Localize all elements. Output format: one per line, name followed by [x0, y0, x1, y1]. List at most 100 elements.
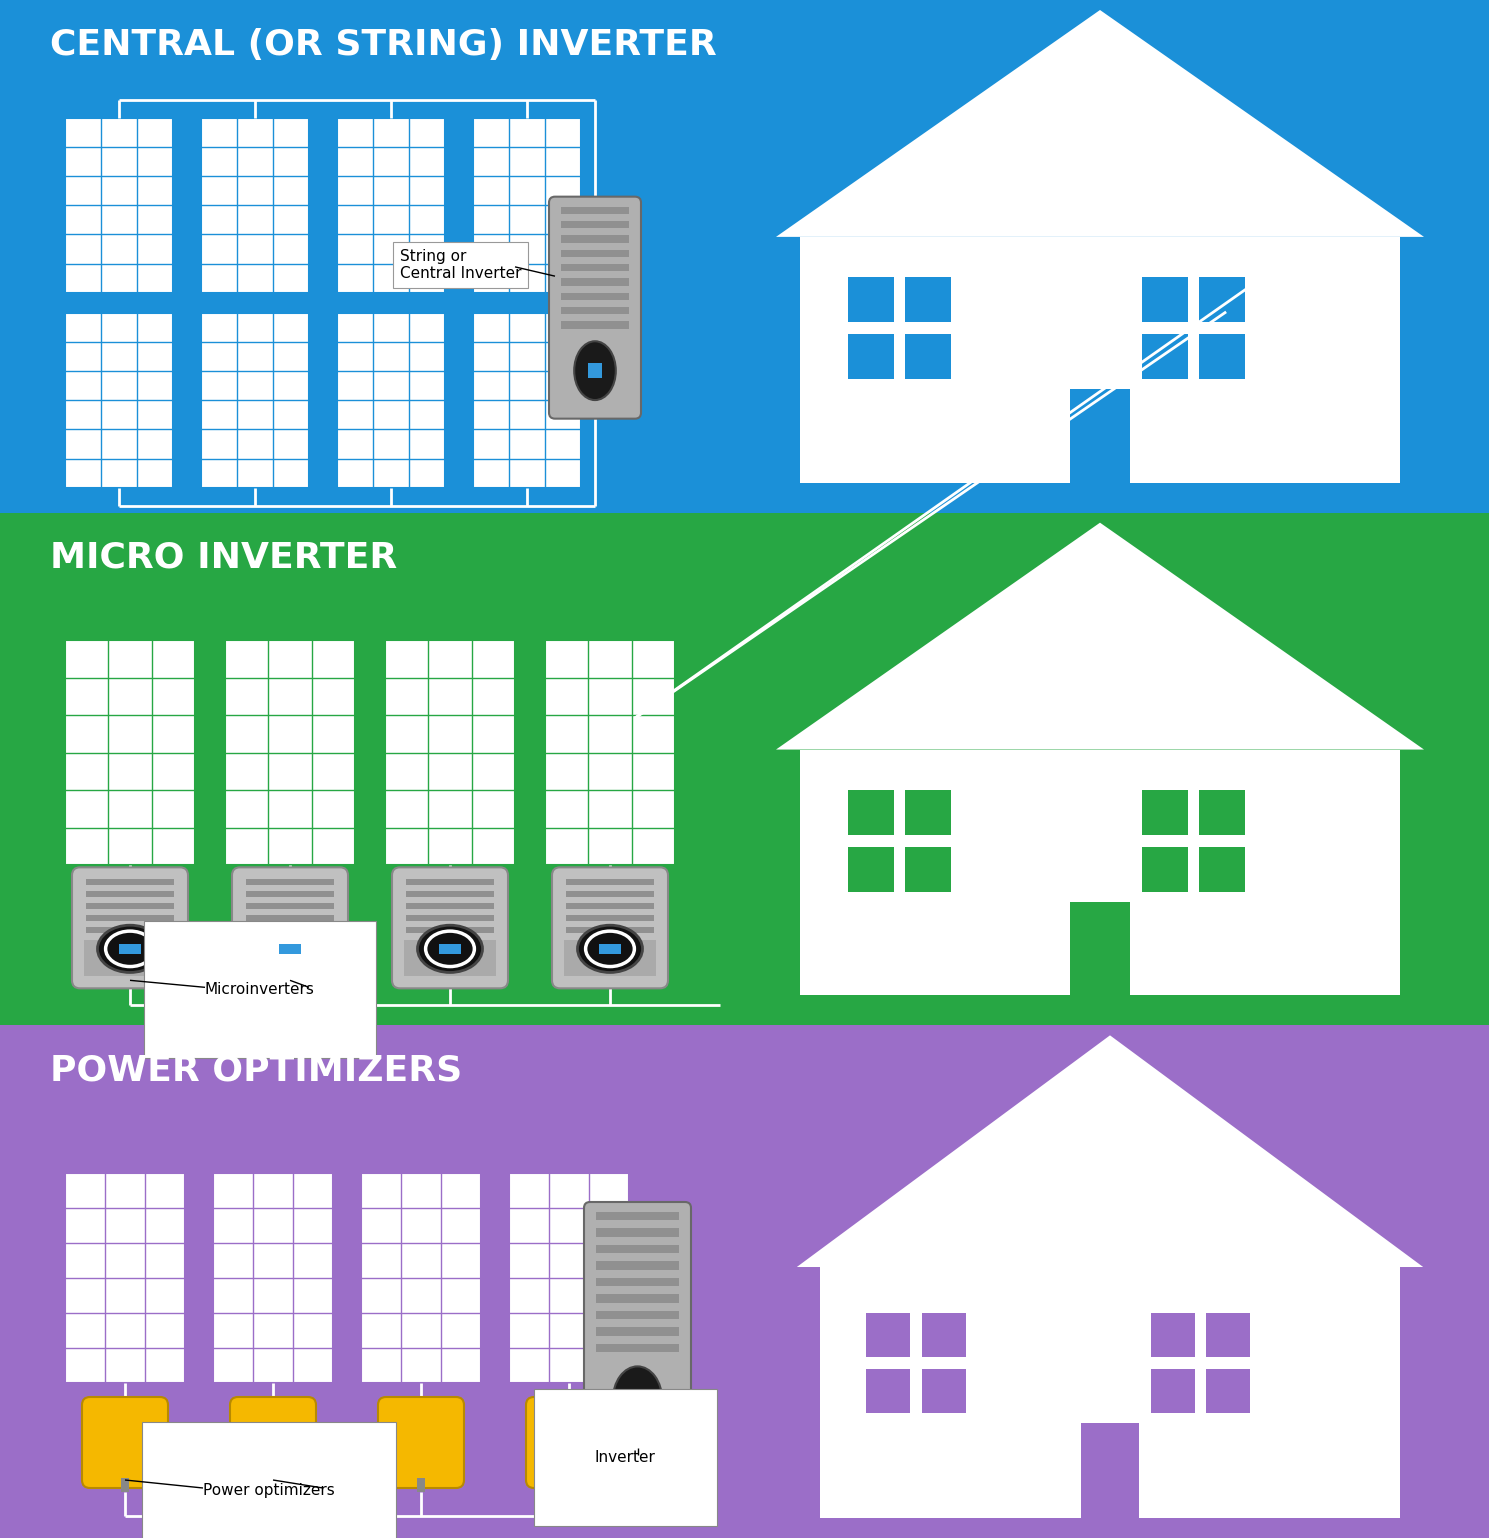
Bar [566, 927, 654, 934]
Bar [66, 1173, 185, 1383]
FancyBboxPatch shape [526, 1397, 612, 1487]
Bar [596, 1278, 679, 1286]
Bar [596, 1261, 679, 1270]
Bar [337, 312, 445, 488]
FancyBboxPatch shape [552, 867, 669, 989]
Bar [561, 321, 628, 329]
Bar [213, 1173, 334, 1383]
Bar [922, 1313, 965, 1358]
Text: POWER OPTIMIZERS: POWER OPTIMIZERS [51, 1054, 462, 1087]
Bar [474, 312, 581, 488]
Bar [246, 927, 334, 934]
Bar [849, 277, 893, 323]
Bar [1142, 789, 1188, 835]
FancyBboxPatch shape [392, 867, 508, 989]
Bar [905, 334, 950, 380]
Bar [545, 640, 675, 866]
Bar [561, 235, 628, 243]
Bar [509, 1173, 628, 1383]
Bar [404, 940, 496, 977]
Bar [474, 118, 581, 292]
Bar [0, 0, 1489, 512]
Bar [561, 206, 628, 214]
FancyBboxPatch shape [71, 867, 188, 989]
Bar [1081, 1423, 1139, 1518]
Bar [86, 880, 174, 886]
Bar [201, 312, 310, 488]
Bar [1199, 846, 1245, 892]
Bar [905, 846, 950, 892]
Bar [561, 292, 628, 300]
Bar [246, 892, 334, 897]
Bar [561, 308, 628, 314]
Bar [800, 749, 1400, 995]
Bar [406, 927, 494, 934]
Bar [406, 880, 494, 886]
Bar [566, 915, 654, 921]
Bar [417, 1478, 424, 1492]
Bar [820, 1267, 1400, 1518]
Bar [599, 944, 621, 954]
Bar [596, 1295, 679, 1303]
Bar [1142, 846, 1188, 892]
Bar [201, 118, 310, 292]
Ellipse shape [258, 926, 323, 972]
Bar [225, 640, 354, 866]
Bar [406, 892, 494, 897]
Text: String or
Central Inverter: String or Central Inverter [401, 249, 521, 281]
Bar [800, 323, 980, 483]
Bar [867, 1369, 910, 1412]
Text: Microinverters: Microinverters [205, 983, 314, 997]
FancyBboxPatch shape [549, 197, 640, 418]
Bar [246, 915, 334, 921]
Ellipse shape [417, 926, 482, 972]
Bar [386, 640, 515, 866]
FancyBboxPatch shape [378, 1397, 465, 1487]
Bar [121, 1478, 130, 1492]
Bar [1206, 1369, 1249, 1412]
Bar [86, 903, 174, 909]
Bar [86, 892, 174, 897]
Bar [564, 1478, 573, 1492]
Bar [596, 1229, 679, 1237]
Bar [1199, 277, 1245, 323]
Bar [849, 789, 893, 835]
Bar [439, 944, 462, 954]
Bar [596, 1244, 679, 1253]
Polygon shape [776, 523, 1423, 749]
Bar [588, 363, 602, 378]
FancyBboxPatch shape [584, 1203, 691, 1453]
Polygon shape [797, 1035, 1423, 1267]
FancyBboxPatch shape [82, 1397, 168, 1487]
Bar [360, 1173, 481, 1383]
Bar [246, 880, 334, 886]
Bar [1199, 334, 1245, 380]
Bar [406, 903, 494, 909]
Bar [561, 249, 628, 257]
Bar [244, 940, 337, 977]
Bar [561, 221, 628, 228]
Bar [1199, 789, 1245, 835]
Bar [83, 940, 176, 977]
Bar [0, 512, 1489, 1026]
Bar [867, 1313, 910, 1358]
Bar [86, 915, 174, 921]
Bar [1142, 277, 1188, 323]
Bar [1071, 901, 1130, 995]
FancyBboxPatch shape [232, 867, 348, 989]
Bar [596, 1327, 679, 1335]
Bar [0, 1026, 1489, 1538]
Text: MICRO INVERTER: MICRO INVERTER [51, 541, 398, 575]
Text: Power optimizers: Power optimizers [203, 1483, 335, 1498]
Bar [66, 312, 173, 488]
Bar [1071, 389, 1130, 483]
Bar [246, 903, 334, 909]
Bar [270, 1478, 277, 1492]
Bar [406, 915, 494, 921]
Ellipse shape [578, 926, 642, 972]
Bar [922, 1369, 965, 1412]
Ellipse shape [575, 341, 616, 400]
Bar [596, 1344, 679, 1352]
Bar [566, 903, 654, 909]
Ellipse shape [613, 1366, 663, 1433]
